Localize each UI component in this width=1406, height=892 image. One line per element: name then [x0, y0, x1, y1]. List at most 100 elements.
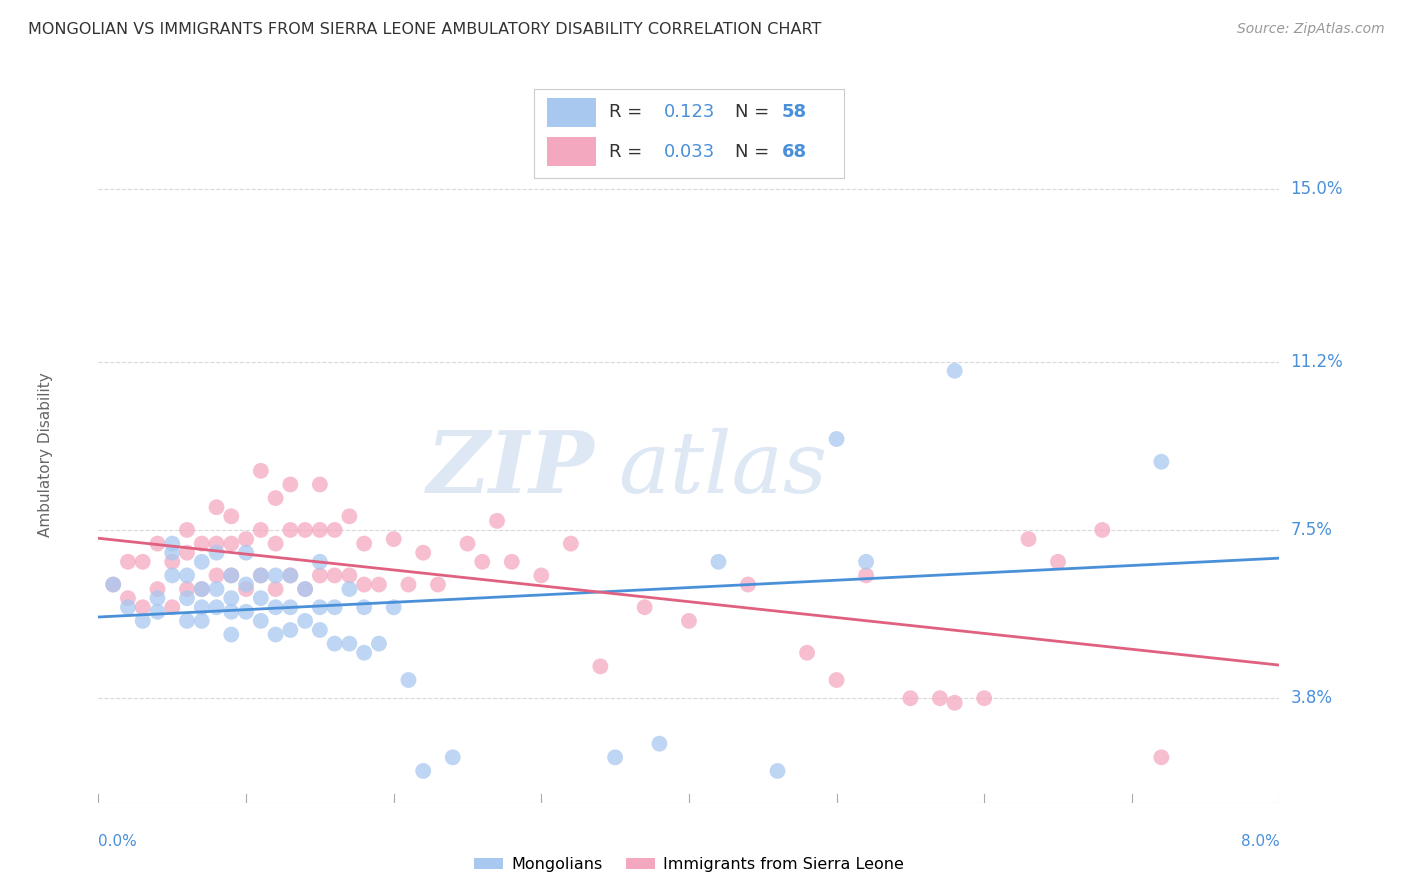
Point: [426, 577, 449, 591]
Point: [250, 568, 273, 582]
Point: [323, 523, 346, 537]
FancyBboxPatch shape: [547, 98, 596, 127]
Point: [412, 764, 434, 778]
Point: [367, 577, 389, 591]
Point: [191, 614, 214, 628]
Point: [191, 536, 214, 550]
Point: [191, 582, 214, 596]
Text: atlas: atlas: [619, 427, 827, 510]
Text: 0.123: 0.123: [664, 103, 716, 121]
Point: [264, 582, 287, 596]
Point: [205, 546, 228, 560]
Point: [250, 568, 273, 582]
Point: [308, 523, 332, 537]
Point: [648, 737, 671, 751]
Point: [441, 750, 464, 764]
Point: [278, 477, 301, 491]
Point: [219, 568, 242, 582]
Point: [898, 691, 921, 706]
Point: [337, 637, 360, 651]
Point: [353, 536, 375, 550]
Point: [250, 523, 273, 537]
Text: Ambulatory Disability: Ambulatory Disability: [38, 373, 53, 537]
Point: [323, 637, 346, 651]
Point: [235, 577, 257, 591]
Text: 7.5%: 7.5%: [1291, 521, 1333, 539]
Point: [943, 696, 966, 710]
Point: [412, 546, 434, 560]
Point: [308, 568, 332, 582]
Point: [250, 591, 273, 606]
Point: [219, 536, 242, 550]
Point: [1091, 523, 1114, 537]
Point: [382, 600, 405, 615]
Point: [308, 555, 332, 569]
Point: [1017, 532, 1039, 546]
Text: 0.0%: 0.0%: [98, 834, 138, 849]
Point: [471, 555, 494, 569]
Point: [103, 577, 124, 591]
Text: N =: N =: [735, 143, 775, 161]
Legend: Mongolians, Immigrants from Sierra Leone: Mongolians, Immigrants from Sierra Leone: [468, 851, 910, 879]
Point: [264, 600, 287, 615]
Point: [250, 464, 273, 478]
Point: [337, 582, 360, 596]
Point: [219, 591, 242, 606]
Point: [278, 523, 301, 537]
Point: [117, 591, 139, 606]
Point: [943, 364, 966, 378]
Point: [278, 568, 301, 582]
Point: [205, 600, 228, 615]
Point: [117, 600, 139, 615]
Point: [796, 646, 818, 660]
Point: [176, 614, 198, 628]
Point: [176, 546, 198, 560]
Point: [103, 577, 124, 591]
Point: [219, 568, 242, 582]
Point: [707, 555, 730, 569]
Point: [235, 582, 257, 596]
Point: [132, 555, 155, 569]
Text: 68: 68: [782, 143, 807, 161]
Text: 3.8%: 3.8%: [1291, 690, 1333, 707]
Point: [367, 637, 389, 651]
Point: [162, 536, 183, 550]
Point: [353, 646, 375, 660]
Point: [1046, 555, 1069, 569]
Point: [353, 600, 375, 615]
Point: [308, 600, 332, 615]
Point: [176, 582, 198, 596]
Point: [766, 764, 789, 778]
Point: [146, 605, 169, 619]
Point: [162, 600, 183, 615]
Point: [337, 568, 360, 582]
Point: [382, 532, 405, 546]
Point: [396, 673, 419, 687]
Point: [205, 568, 228, 582]
Point: [973, 691, 995, 706]
Point: [589, 659, 612, 673]
Point: [278, 568, 301, 582]
Point: [162, 546, 183, 560]
Point: [323, 568, 346, 582]
Point: [264, 491, 287, 505]
Point: [501, 555, 523, 569]
Text: ZIP: ZIP: [426, 427, 595, 510]
Point: [1150, 750, 1173, 764]
Point: [162, 568, 183, 582]
Point: [825, 673, 848, 687]
Text: 8.0%: 8.0%: [1240, 834, 1279, 849]
Point: [264, 568, 287, 582]
Text: 58: 58: [782, 103, 807, 121]
Point: [264, 627, 287, 641]
Point: [205, 500, 228, 515]
Point: [132, 614, 155, 628]
Point: [191, 555, 214, 569]
Point: [294, 523, 316, 537]
Text: Source: ZipAtlas.com: Source: ZipAtlas.com: [1237, 22, 1385, 37]
Point: [278, 623, 301, 637]
Point: [294, 614, 316, 628]
Point: [146, 591, 169, 606]
Point: [485, 514, 508, 528]
FancyBboxPatch shape: [547, 137, 596, 166]
